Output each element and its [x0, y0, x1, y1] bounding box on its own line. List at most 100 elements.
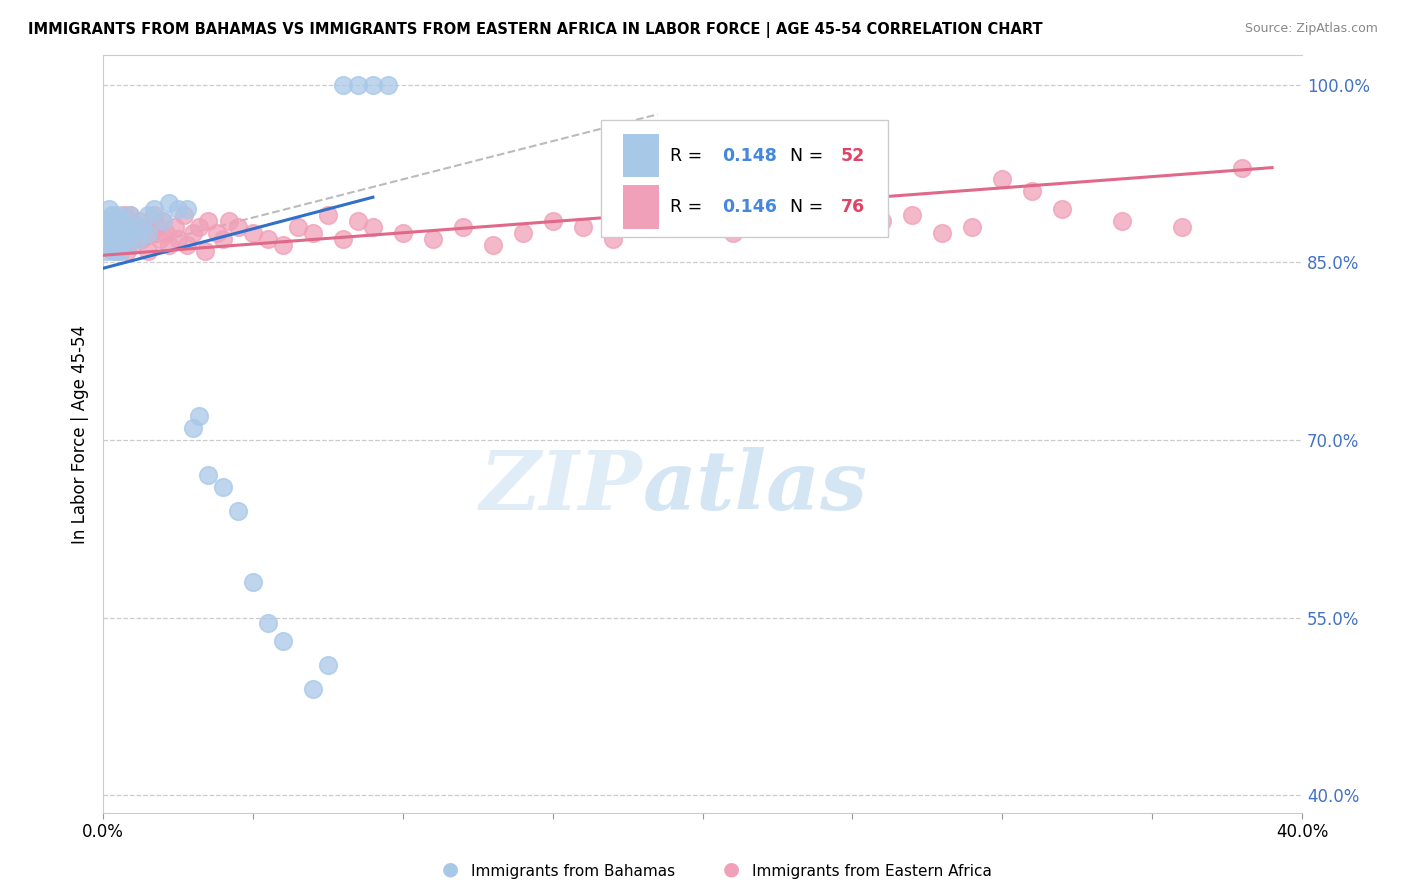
FancyBboxPatch shape: [623, 134, 659, 178]
Point: [128, 214, 150, 228]
Point: [347, 78, 370, 92]
Point: [143, 202, 166, 216]
Point: [332, 78, 354, 92]
Point: [188, 409, 211, 424]
Point: [226, 504, 249, 518]
Point: [98, 219, 121, 234]
Text: atlas: atlas: [643, 447, 868, 527]
Point: [155, 226, 177, 240]
Point: [991, 172, 1014, 186]
Point: [125, 226, 148, 240]
Point: [872, 214, 894, 228]
Point: [98, 226, 121, 240]
Point: [98, 237, 121, 252]
Point: [901, 208, 924, 222]
Text: Immigrants from Eastern Africa: Immigrants from Eastern Africa: [752, 863, 993, 879]
Point: [316, 208, 339, 222]
Point: [205, 226, 228, 240]
Point: [602, 232, 624, 246]
Point: [104, 214, 127, 228]
Point: [101, 244, 124, 258]
Point: [1021, 184, 1043, 198]
Y-axis label: In Labor Force | Age 45-54: In Labor Force | Age 45-54: [72, 325, 89, 543]
Point: [101, 232, 124, 246]
Point: [120, 208, 142, 222]
Point: [101, 208, 124, 222]
Point: [212, 480, 235, 494]
Text: R =: R =: [671, 147, 709, 165]
Point: [139, 226, 162, 240]
Point: [512, 226, 534, 240]
Point: [136, 226, 159, 240]
Point: [143, 208, 166, 222]
Text: 76: 76: [841, 198, 865, 216]
Point: [347, 214, 370, 228]
Point: [451, 219, 474, 234]
Point: [98, 214, 121, 228]
Point: [136, 208, 159, 222]
Point: [110, 219, 132, 234]
Point: [115, 237, 138, 252]
Point: [107, 237, 129, 252]
Point: [692, 219, 714, 234]
Point: [110, 232, 132, 246]
Point: [257, 232, 280, 246]
Point: [146, 219, 169, 234]
Point: [152, 214, 174, 228]
Text: ●: ●: [723, 860, 740, 879]
Point: [120, 232, 142, 246]
Point: [120, 208, 142, 222]
Point: [104, 237, 127, 252]
Point: [173, 208, 195, 222]
Point: [110, 226, 132, 240]
Point: [149, 232, 172, 246]
Text: R =: R =: [671, 198, 709, 216]
Point: [571, 219, 593, 234]
Point: [302, 681, 325, 696]
Point: [181, 226, 204, 240]
Point: [242, 574, 264, 589]
Point: [962, 219, 984, 234]
Point: [377, 78, 399, 92]
Point: [98, 202, 121, 216]
Point: [94, 219, 117, 234]
Point: [128, 232, 150, 246]
Point: [110, 244, 132, 258]
Point: [361, 78, 384, 92]
Point: [122, 219, 145, 234]
Point: [101, 219, 124, 234]
Point: [931, 226, 953, 240]
Point: [94, 226, 117, 240]
Text: 52: 52: [841, 147, 865, 165]
Point: [194, 244, 217, 258]
Text: N =: N =: [790, 147, 830, 165]
Point: [107, 208, 129, 222]
Text: 0.148: 0.148: [721, 147, 776, 165]
Text: Source: ZipAtlas.com: Source: ZipAtlas.com: [1244, 22, 1378, 36]
Point: [136, 244, 159, 258]
Point: [218, 214, 240, 228]
Point: [332, 232, 354, 246]
Point: [115, 219, 138, 234]
Text: ●: ●: [441, 860, 458, 879]
Point: [1171, 219, 1194, 234]
Point: [152, 214, 174, 228]
FancyBboxPatch shape: [600, 120, 889, 237]
Point: [167, 202, 190, 216]
Point: [287, 219, 309, 234]
Point: [157, 196, 180, 211]
Point: [112, 232, 135, 246]
Point: [316, 657, 339, 672]
Point: [226, 219, 249, 234]
Point: [94, 232, 117, 246]
Point: [112, 208, 135, 222]
Point: [134, 219, 156, 234]
Point: [122, 219, 145, 234]
Point: [112, 226, 135, 240]
Point: [481, 237, 503, 252]
Point: [104, 226, 127, 240]
Text: IMMIGRANTS FROM BAHAMAS VS IMMIGRANTS FROM EASTERN AFRICA IN LABOR FORCE | AGE 4: IMMIGRANTS FROM BAHAMAS VS IMMIGRANTS FR…: [28, 22, 1043, 38]
Point: [122, 226, 145, 240]
Point: [271, 237, 294, 252]
Point: [188, 219, 211, 234]
